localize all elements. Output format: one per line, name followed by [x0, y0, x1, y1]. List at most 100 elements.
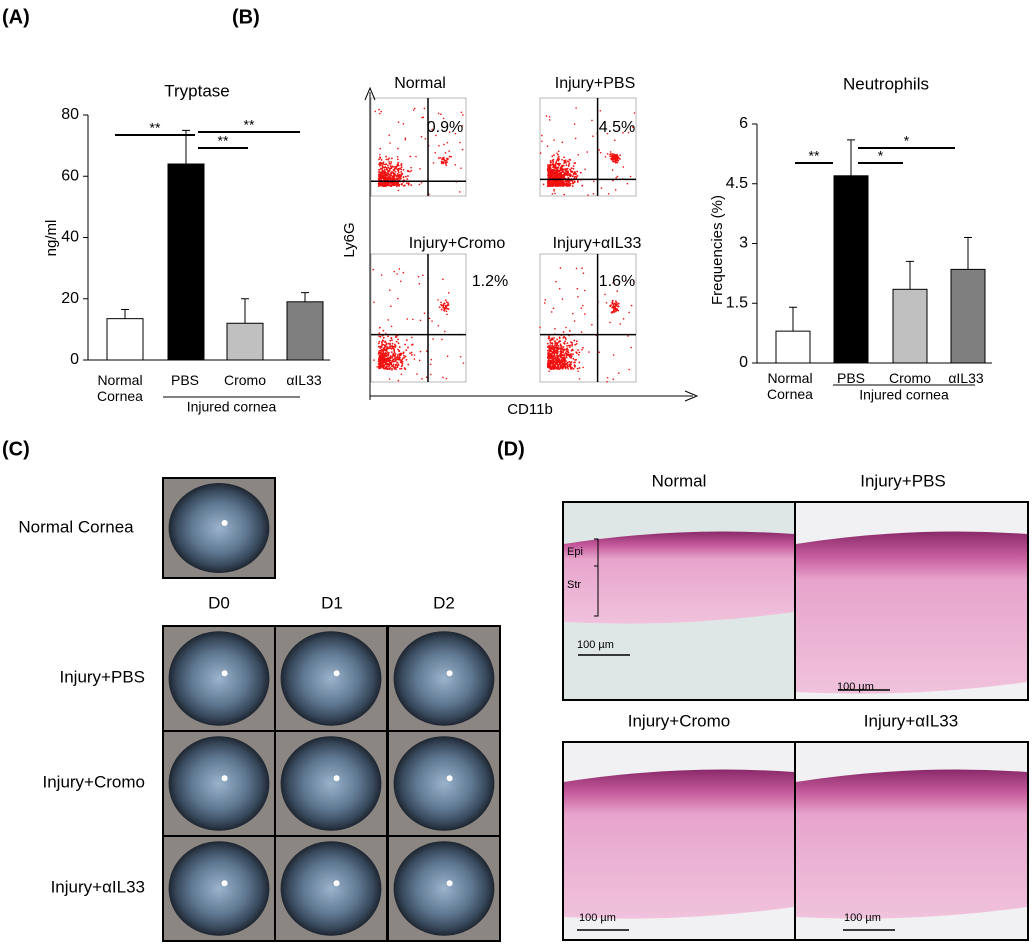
- flow-dot: [462, 114, 464, 116]
- flow-dot: [391, 157, 393, 160]
- y-tick-label: 3: [739, 235, 748, 252]
- flow-dot: [566, 366, 569, 369]
- flow-dot: [398, 268, 401, 270]
- flow-dot: [407, 183, 410, 186]
- flow-dot: [378, 335, 381, 338]
- flow-dot: [382, 166, 385, 169]
- flow-dot: [419, 350, 422, 353]
- flow-dot: [549, 356, 552, 359]
- cornea: [280, 736, 382, 831]
- flow-dot: [616, 175, 619, 178]
- flow-dot: [613, 139, 616, 142]
- flow-dot: [418, 282, 421, 285]
- flow-dot: [569, 344, 572, 347]
- reflection: [221, 775, 228, 782]
- reflection: [221, 520, 228, 526]
- flow-dot: [550, 367, 553, 369]
- flow-dot: [552, 361, 555, 364]
- flow-dot: [382, 176, 384, 178]
- flow-dot: [554, 363, 557, 366]
- flow-dot: [379, 360, 382, 362]
- flow-dot: [546, 363, 549, 366]
- y-tick-label: 40: [61, 229, 79, 246]
- flow-dot: [412, 109, 415, 111]
- flow-dot: [549, 184, 552, 187]
- flow-dot: [404, 367, 407, 370]
- y-tick-label: 4.5: [726, 175, 748, 192]
- error-bar: [906, 260, 914, 290]
- flow-dot: [569, 362, 572, 365]
- flow-dot: [549, 339, 552, 342]
- flow-dot: [399, 367, 401, 370]
- flow-dot: [550, 359, 553, 362]
- flow-dot: [558, 357, 560, 360]
- flow-dot: [547, 172, 550, 175]
- flow-dot: [571, 345, 574, 347]
- flow-dot: [557, 347, 560, 350]
- flow-dot: [555, 280, 557, 283]
- flow-dot: [443, 302, 446, 305]
- flow-dot: [574, 137, 577, 140]
- flow-dot: [557, 345, 560, 347]
- flow-dot: [611, 157, 613, 160]
- flow-dot: [386, 362, 389, 365]
- scale-bar-label: 100 µm: [579, 912, 616, 924]
- cornea: [280, 631, 382, 726]
- flow-dot: [459, 355, 462, 358]
- flow-dot: [573, 172, 575, 175]
- flow-dot: [416, 373, 418, 375]
- flow-dot: [553, 346, 556, 349]
- flow-dot: [574, 364, 576, 367]
- flow-dot: [569, 168, 571, 171]
- flow-dot: [554, 171, 557, 174]
- flow-dot: [564, 367, 567, 370]
- flow-dot: [570, 357, 572, 359]
- bar: [167, 163, 205, 361]
- flow-dot: [391, 165, 394, 168]
- flow-dot: [615, 176, 618, 179]
- flow-dot: [461, 125, 464, 127]
- flow-dot: [558, 368, 561, 370]
- flow-dot: [560, 358, 563, 361]
- flow-dot: [410, 166, 412, 169]
- flow-dot: [382, 366, 384, 369]
- flow-dot: [541, 140, 543, 142]
- flow-dot: [562, 348, 564, 351]
- flow-dot: [572, 349, 574, 351]
- flow-dot: [609, 153, 612, 156]
- flow-dot: [393, 178, 395, 180]
- flow-dot: [556, 184, 559, 187]
- flow-dot: [553, 350, 556, 352]
- flow-dot: [563, 193, 566, 196]
- flow-dot: [572, 353, 574, 356]
- flow-dot: [563, 156, 565, 159]
- flow-dot: [400, 168, 403, 171]
- flow-dot: [562, 168, 565, 171]
- flow-dot: [405, 339, 408, 342]
- flow-dot: [569, 367, 572, 370]
- flow-dot: [566, 354, 569, 357]
- flow-dot: [389, 289, 391, 291]
- flow-dot: [557, 153, 559, 156]
- flow-dot: [410, 184, 413, 187]
- flow-dot: [389, 339, 392, 342]
- flow-dot: [569, 366, 572, 369]
- flow-dot: [421, 378, 423, 380]
- flow-dot: [377, 183, 380, 186]
- flow-dot: [557, 172, 560, 175]
- flow-dot: [399, 178, 402, 181]
- flow-dot: [630, 304, 633, 307]
- flow-dot: [547, 184, 550, 186]
- flow-dot: [591, 119, 593, 122]
- histology-title: Injury+PBS: [860, 471, 946, 490]
- flow-dot: [394, 353, 397, 355]
- flow-dot: [387, 319, 390, 321]
- flow-dot: [628, 311, 630, 314]
- flow-dot: [387, 176, 390, 179]
- tissue: [564, 531, 794, 624]
- flow-dot: [382, 339, 385, 342]
- column-label: D0: [208, 593, 230, 612]
- flow-dot: [559, 354, 561, 357]
- flow-dot: [394, 357, 396, 360]
- flow-dot: [575, 107, 577, 109]
